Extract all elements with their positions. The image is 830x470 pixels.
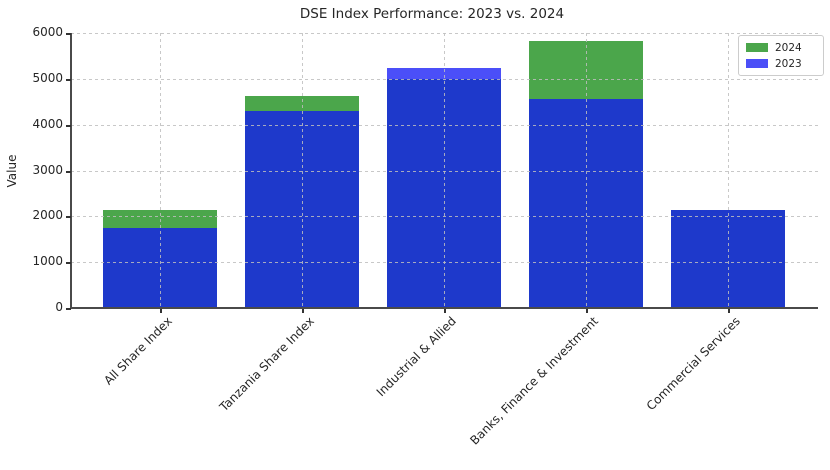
y-axis-spine (70, 33, 72, 309)
gridline-x-tanzania-share-index (302, 33, 303, 308)
legend-label-2023: 2023 (775, 57, 802, 70)
y-tick-mark-6000 (66, 33, 71, 35)
y-tick-label-2000: 2000 (32, 208, 63, 223)
x-tick-label-commercial-services: Commercial Services (643, 314, 743, 414)
y-tick-label-1000: 1000 (32, 254, 63, 269)
legend-swatch-2024 (746, 43, 768, 52)
y-tick-label-5000: 5000 (32, 70, 63, 85)
x-tick-label-banks-finance-investment: Banks, Finance & Investment (467, 314, 601, 448)
gridline-x-commercial-services (727, 33, 729, 308)
y-tick-mark-2000 (66, 216, 71, 219)
y-tick-mark-1000 (66, 262, 71, 265)
x-tick-label-industrial-allied: Industrial & Allied (373, 314, 459, 400)
y-tick-mark-4000 (66, 124, 71, 127)
legend-label-2024: 2024 (775, 41, 802, 54)
gridline-x-banks-finance-investment (586, 33, 587, 308)
x-tick-mark-banks-finance-investment (586, 309, 588, 313)
y-tick-mark-3000 (66, 170, 71, 173)
x-tick-mark-industrial-allied (444, 309, 446, 313)
legend: 2024 2023 (738, 35, 824, 76)
x-tick-label-all-share-index: All Share Index (101, 314, 175, 388)
plot-area (71, 33, 818, 308)
chart-title: DSE Index Performance: 2023 vs. 2024 (299, 6, 565, 22)
x-tick-mark-all-share-index (160, 309, 162, 313)
legend-item-2024: 2024 (746, 42, 816, 54)
y-tick-mark-5000 (66, 78, 71, 81)
gridline-x-all-share-index (160, 33, 161, 308)
y-tick-label-0: 0 (55, 300, 63, 314)
legend-swatch-2023 (746, 59, 768, 68)
y-tick-mark-0 (66, 308, 71, 310)
x-axis-spine (70, 307, 818, 309)
legend-item-2023: 2023 (746, 58, 816, 70)
gridline-x-industrial-allied (444, 33, 445, 308)
x-tick-mark-commercial-services (727, 309, 730, 313)
x-tick-mark-tanzania-share-index (302, 309, 304, 313)
y-tick-label-6000: 6000 (32, 25, 63, 39)
y-tick-label-3000: 3000 (32, 162, 63, 177)
y-tick-label-4000: 4000 (32, 116, 63, 131)
x-tick-label-tanzania-share-index: Tanzania Share Index (216, 314, 317, 415)
